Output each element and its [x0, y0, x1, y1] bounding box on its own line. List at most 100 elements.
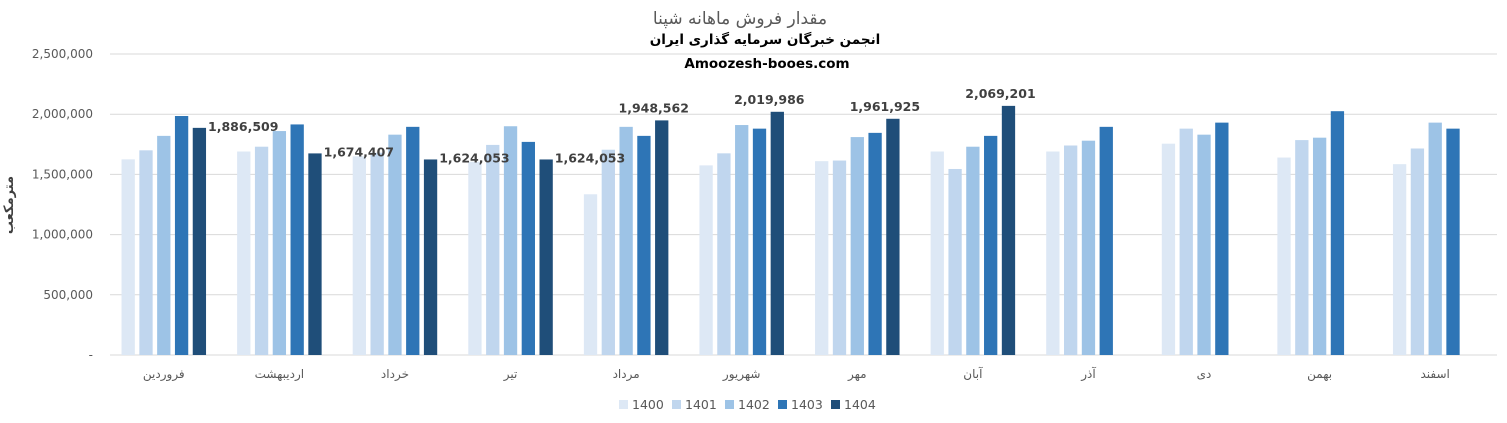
- bar-1403: [1330, 111, 1345, 355]
- y-axis-label: مترمکعب: [2, 176, 17, 234]
- bar-1401: [717, 153, 731, 355]
- legend-label: 1402: [738, 397, 770, 412]
- bar-1402: [1428, 122, 1442, 356]
- x-tick-label: اسفند: [1421, 367, 1450, 381]
- bar-1404: [770, 111, 784, 355]
- bar-1403: [521, 141, 535, 355]
- data-labels: 1,886,509 1,674,407 1,624,053 1,624,053 1,94…: [208, 86, 1036, 166]
- y-tick-label: 2,000,000: [32, 107, 93, 121]
- bars: [121, 105, 1460, 356]
- legend: 1400 1401 1402 1403 1404: [619, 397, 876, 412]
- bar-1403: [1099, 126, 1113, 355]
- bar-1402: [966, 146, 980, 355]
- bar-1401: [832, 160, 847, 355]
- x-tick-label: مرداد: [613, 367, 640, 382]
- y-tick-label: 1,000,000: [32, 228, 93, 242]
- data-label: 1,886,509: [208, 119, 278, 134]
- bar-1401: [1179, 128, 1193, 355]
- bar-1404: [1001, 105, 1016, 356]
- bar-1400: [930, 151, 944, 355]
- x-tick-label: تیر: [503, 367, 518, 382]
- legend-label: 1401: [685, 397, 717, 412]
- y-tick-label: -: [89, 348, 93, 362]
- x-tick-label: فروردین: [143, 367, 185, 382]
- bar-1404: [308, 153, 322, 355]
- x-tick-label: آبان: [963, 366, 983, 381]
- bar-1403: [868, 132, 882, 355]
- bar-1401: [254, 146, 269, 355]
- bar-1403: [637, 135, 651, 355]
- data-label: 1,948,562: [619, 100, 689, 115]
- bar-1403: [752, 128, 767, 355]
- bar-1404: [886, 118, 900, 355]
- bar-1402: [1197, 134, 1211, 355]
- legend-swatch: [672, 400, 681, 409]
- y-axis-ticks: - 500,000 1,000,000 1,500,000 2,000,000 2,500…: [32, 47, 93, 362]
- legend-swatch: [831, 400, 840, 409]
- bar-1401: [370, 152, 384, 355]
- y-tick-label: 500,000: [43, 288, 93, 302]
- data-label: 1,624,053: [439, 150, 509, 165]
- legend-label: 1400: [632, 397, 664, 412]
- bar-1403: [984, 135, 998, 355]
- bar-1401: [486, 144, 500, 355]
- bar-1404: [192, 127, 207, 355]
- bar-1403: [1446, 128, 1460, 355]
- data-label: 1,674,407: [324, 144, 394, 159]
- y-tick-label: 1,500,000: [32, 167, 93, 181]
- bar-1400: [352, 156, 367, 355]
- bar-1403: [174, 116, 189, 355]
- chart-title: مقدار فروش ماهانه شپنا: [653, 9, 827, 29]
- x-tick-label: شهریور: [722, 367, 761, 382]
- bar-1402: [1312, 137, 1327, 355]
- bar-1403: [290, 124, 304, 356]
- legend-label: 1404: [844, 397, 876, 412]
- data-label: 1,961,925: [850, 99, 920, 114]
- bar-1401: [1064, 145, 1078, 355]
- x-tick-label: مهر: [847, 367, 867, 382]
- bar-1402: [1081, 140, 1096, 355]
- legend-label: 1403: [791, 397, 823, 412]
- bar-1402: [157, 135, 171, 355]
- bar-1402: [619, 126, 633, 355]
- bar-1404: [539, 159, 553, 355]
- x-tick-label: اردیبهشت: [255, 367, 304, 382]
- bar-1400: [1161, 143, 1176, 355]
- bar-1400: [699, 165, 713, 355]
- bar-1400: [1046, 151, 1060, 355]
- x-tick-label: دی: [1197, 367, 1212, 381]
- bar-1400: [121, 159, 135, 355]
- bar-1403: [1215, 122, 1229, 356]
- legend-swatch: [725, 400, 734, 409]
- bar-1400: [468, 161, 482, 355]
- bar-1402: [388, 134, 402, 355]
- bar-1402: [850, 137, 864, 355]
- data-label: 2,019,986: [734, 92, 805, 107]
- bar-1400: [1277, 157, 1291, 355]
- bar-1400: [1392, 164, 1407, 355]
- chart-website: Amoozesh-booes.com: [684, 56, 849, 72]
- x-tick-label: آذر: [1080, 366, 1096, 382]
- x-tick-label: خرداد: [381, 367, 409, 382]
- bar-1401: [139, 150, 153, 355]
- chart-subtitle: انجمن خبرگان سرمایه گذاری ایران: [650, 31, 881, 48]
- bar-1403: [406, 126, 420, 355]
- x-axis-ticks: فروردین اردیبهشت خرداد تیر مرداد شهریور مهر آبا…: [143, 366, 1450, 382]
- bar-1401: [948, 168, 962, 355]
- bar-1401: [1410, 148, 1425, 355]
- bar-1402: [272, 131, 287, 355]
- x-tick-label: بهمن: [1307, 367, 1332, 382]
- legend-swatch: [619, 400, 628, 409]
- legend-swatch: [778, 400, 787, 409]
- bar-1402: [503, 126, 518, 356]
- bar-1402: [735, 125, 749, 355]
- bar-1404: [655, 120, 669, 356]
- bar-1400: [815, 161, 829, 355]
- data-label: 1,624,053: [555, 150, 625, 165]
- y-tick-label: 2,500,000: [32, 47, 93, 61]
- bar-1404: [423, 159, 438, 355]
- gridlines: [110, 53, 1497, 356]
- bar-1401: [601, 149, 615, 355]
- bar-1401: [1295, 140, 1309, 355]
